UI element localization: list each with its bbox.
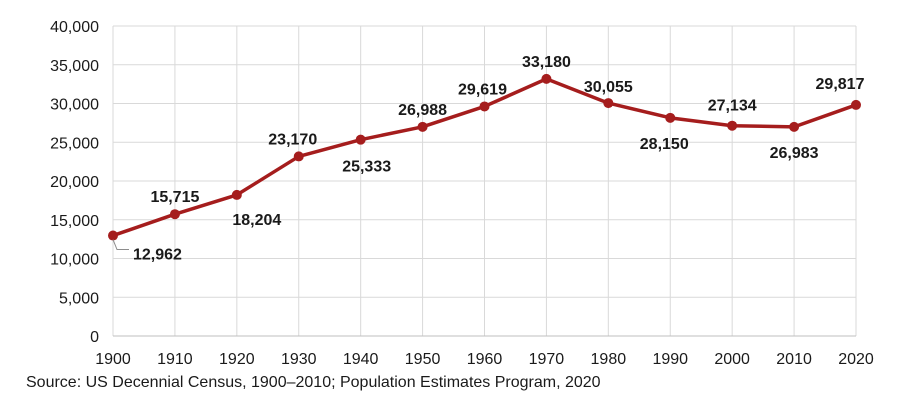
y-tick-label: 20,000 (50, 174, 99, 191)
data-point (665, 112, 676, 123)
y-tick-label: 40,000 (50, 19, 99, 36)
x-tick-label: 1900 (95, 351, 131, 368)
y-tick-label: 35,000 (50, 58, 99, 75)
source-note: Source: US Decennial Census, 1900–2010; … (26, 374, 601, 391)
y-tick-label: 25,000 (50, 135, 99, 152)
x-tick-label: 1970 (529, 351, 565, 368)
x-tick-label: 2000 (714, 351, 750, 368)
x-tick-label: 1930 (281, 351, 317, 368)
data-point (108, 230, 118, 241)
x-tick-label: 1950 (405, 351, 441, 368)
data-label: 18,204 (232, 212, 281, 229)
data-point (851, 99, 861, 110)
y-tick-label: 5,000 (59, 290, 99, 307)
data-label: 28,150 (640, 136, 689, 153)
data-label: 27,134 (708, 98, 757, 115)
x-tick-label: 1940 (343, 351, 379, 368)
data-point (169, 209, 180, 220)
data-point (231, 189, 242, 200)
data-point (789, 121, 800, 132)
data-label: 26,988 (398, 102, 447, 119)
x-tick-label: 2010 (776, 351, 812, 368)
data-label: 23,170 (268, 131, 317, 148)
y-tick-label: 0 (90, 329, 99, 346)
data-label: 12,962 (133, 247, 182, 264)
x-tick-label: 1910 (157, 351, 193, 368)
data-label: 29,619 (458, 81, 507, 98)
x-tick-label: 1960 (467, 351, 503, 368)
data-point (541, 73, 552, 84)
x-tick-label: 1920 (219, 351, 255, 368)
data-label: 30,055 (584, 79, 633, 96)
y-tick-label: 30,000 (50, 97, 99, 114)
data-label: 33,180 (522, 54, 571, 71)
x-tick-label: 2020 (838, 351, 874, 368)
label-leader-line (112, 239, 129, 251)
data-label: 29,817 (816, 76, 865, 93)
data-label: 25,333 (342, 159, 391, 176)
x-tick-label: 1990 (652, 351, 688, 368)
data-point (355, 134, 366, 145)
x-tick-label: 1980 (591, 351, 627, 368)
data-point (293, 151, 304, 162)
y-tick-label: 15,000 (50, 213, 99, 230)
y-tick-label: 10,000 (50, 252, 99, 269)
data-point (417, 121, 428, 132)
data-label: 26,983 (770, 145, 819, 162)
data-point (727, 120, 738, 131)
data-label: 15,715 (150, 189, 199, 206)
data-point (479, 101, 490, 112)
data-point (603, 98, 614, 109)
